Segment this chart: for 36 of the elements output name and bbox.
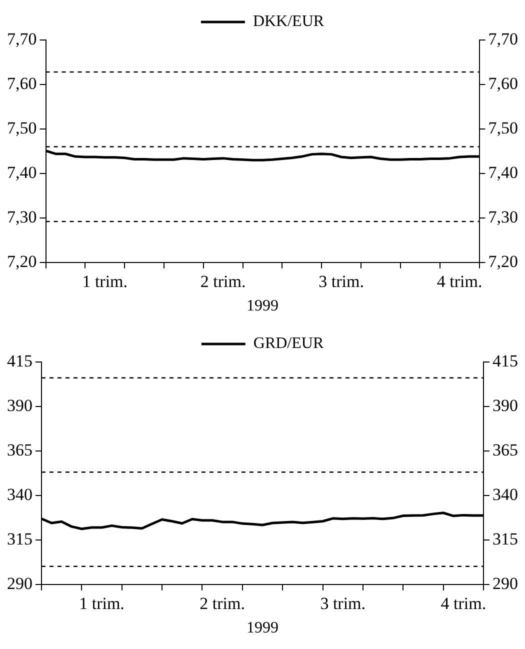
x-tick-label: 3 trim. xyxy=(320,594,366,614)
y2-tick-label: 7,70 xyxy=(488,29,518,48)
y-tick-label: 7,50 xyxy=(7,118,37,138)
y-tick-label: 290 xyxy=(7,574,32,593)
y-tick-label: 390 xyxy=(7,396,32,415)
y-tick-label: 7,70 xyxy=(7,29,37,48)
y2-tick-label: 390 xyxy=(492,396,518,415)
y2-tick-label: 340 xyxy=(492,484,518,504)
x-tick-label: 2 trim. xyxy=(200,272,246,292)
y-tick-label: 315 xyxy=(7,529,32,548)
x-tick-label: 4 trim. xyxy=(436,272,482,292)
x-tick-label: 1 trim. xyxy=(82,272,128,292)
y-tick-label: 340 xyxy=(7,484,32,504)
y2-tick-label: 290 xyxy=(492,574,518,593)
x-tick-label: 1 trim. xyxy=(79,594,124,614)
x-tick-label: 4 trim. xyxy=(440,594,486,614)
x-axis-title: 1999 xyxy=(246,298,278,315)
y-tick-label: 365 xyxy=(7,440,32,460)
x-axis-title: 1999 xyxy=(246,620,278,637)
y2-tick-label: 7,30 xyxy=(488,207,518,226)
y-tick-label: 415 xyxy=(7,351,32,370)
y2-tick-label: 365 xyxy=(492,440,518,460)
x-tick-label: 2 trim. xyxy=(200,594,245,614)
y-tick-label: 7,40 xyxy=(7,162,37,182)
y2-tick-label: 415 xyxy=(492,351,518,370)
legend-label: GRD/EUR xyxy=(253,335,324,352)
y-tick-label: 7,20 xyxy=(7,252,37,271)
y2-tick-label: 7,40 xyxy=(488,162,518,182)
y2-tick-label: 7,60 xyxy=(488,74,518,93)
y2-tick-label: 7,50 xyxy=(488,118,518,138)
x-tick-label: 3 trim. xyxy=(318,272,364,292)
y2-tick-label: 7,20 xyxy=(488,252,518,271)
y-tick-label: 7,60 xyxy=(7,74,37,93)
y2-tick-label: 315 xyxy=(492,529,518,548)
y-tick-label: 7,30 xyxy=(7,207,37,226)
legend-label: DKK/EUR xyxy=(252,13,324,30)
